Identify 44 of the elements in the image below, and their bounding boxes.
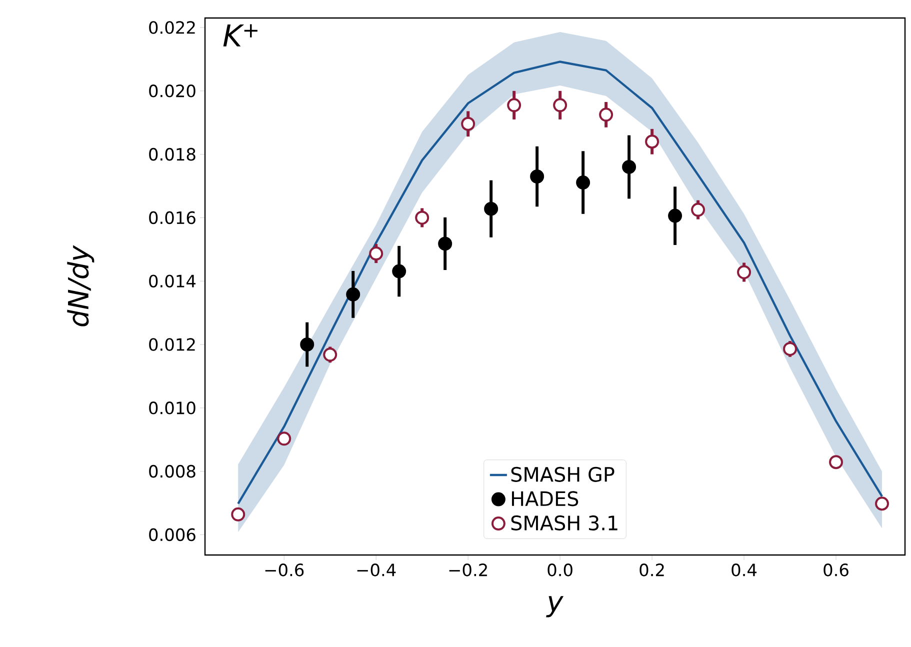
annotation: K$^{+}$: [223, 24, 258, 46]
point: [829, 455, 844, 470]
y-axis-title: dN/dy: [67, 245, 94, 326]
y-tick-label: 0.014: [149, 274, 196, 288]
point: [737, 265, 752, 280]
x-tick-label: 0.0: [548, 564, 572, 576]
y-tick-label: 0.022: [149, 21, 195, 34]
y-tick-label: 0.016: [149, 211, 196, 224]
point: [875, 496, 890, 511]
y-tick-label: 0.006: [149, 528, 196, 542]
point: [461, 116, 476, 131]
point: [622, 160, 636, 174]
x-tick-label: 0.4: [732, 564, 757, 576]
y-tick-label: 0.008: [149, 464, 196, 478]
x-tick-label: −0.4: [357, 564, 396, 576]
legend-label: SMASH GP: [511, 466, 614, 482]
point: [277, 432, 292, 446]
x-tick-label: 0.2: [640, 564, 664, 576]
legend-label: SMASH 3.1: [511, 515, 618, 530]
point: [576, 176, 590, 190]
point: [300, 338, 314, 352]
point: [484, 202, 498, 216]
point: [553, 98, 568, 112]
x-tick-label: −0.2: [449, 564, 487, 576]
point: [668, 208, 682, 223]
y-tick-label: 0.020: [149, 84, 196, 98]
x-tick-label: 0.6: [824, 564, 848, 576]
point: [599, 108, 614, 122]
point: [530, 169, 544, 184]
point: [438, 236, 452, 251]
y-tick-label: 0.012: [149, 338, 195, 351]
point: [231, 507, 246, 522]
y-tick-label: 0.018: [149, 148, 196, 161]
x-tick-label: −0.6: [265, 564, 304, 576]
y-tick-label: 0.010: [149, 401, 196, 414]
point: [415, 210, 430, 225]
point: [346, 287, 360, 302]
point: [507, 98, 522, 112]
point: [392, 264, 406, 278]
point: [369, 246, 384, 261]
point: [691, 202, 706, 217]
x-axis-title: y: [546, 596, 564, 618]
legend-label: HADES: [512, 491, 578, 506]
point: [645, 134, 660, 149]
